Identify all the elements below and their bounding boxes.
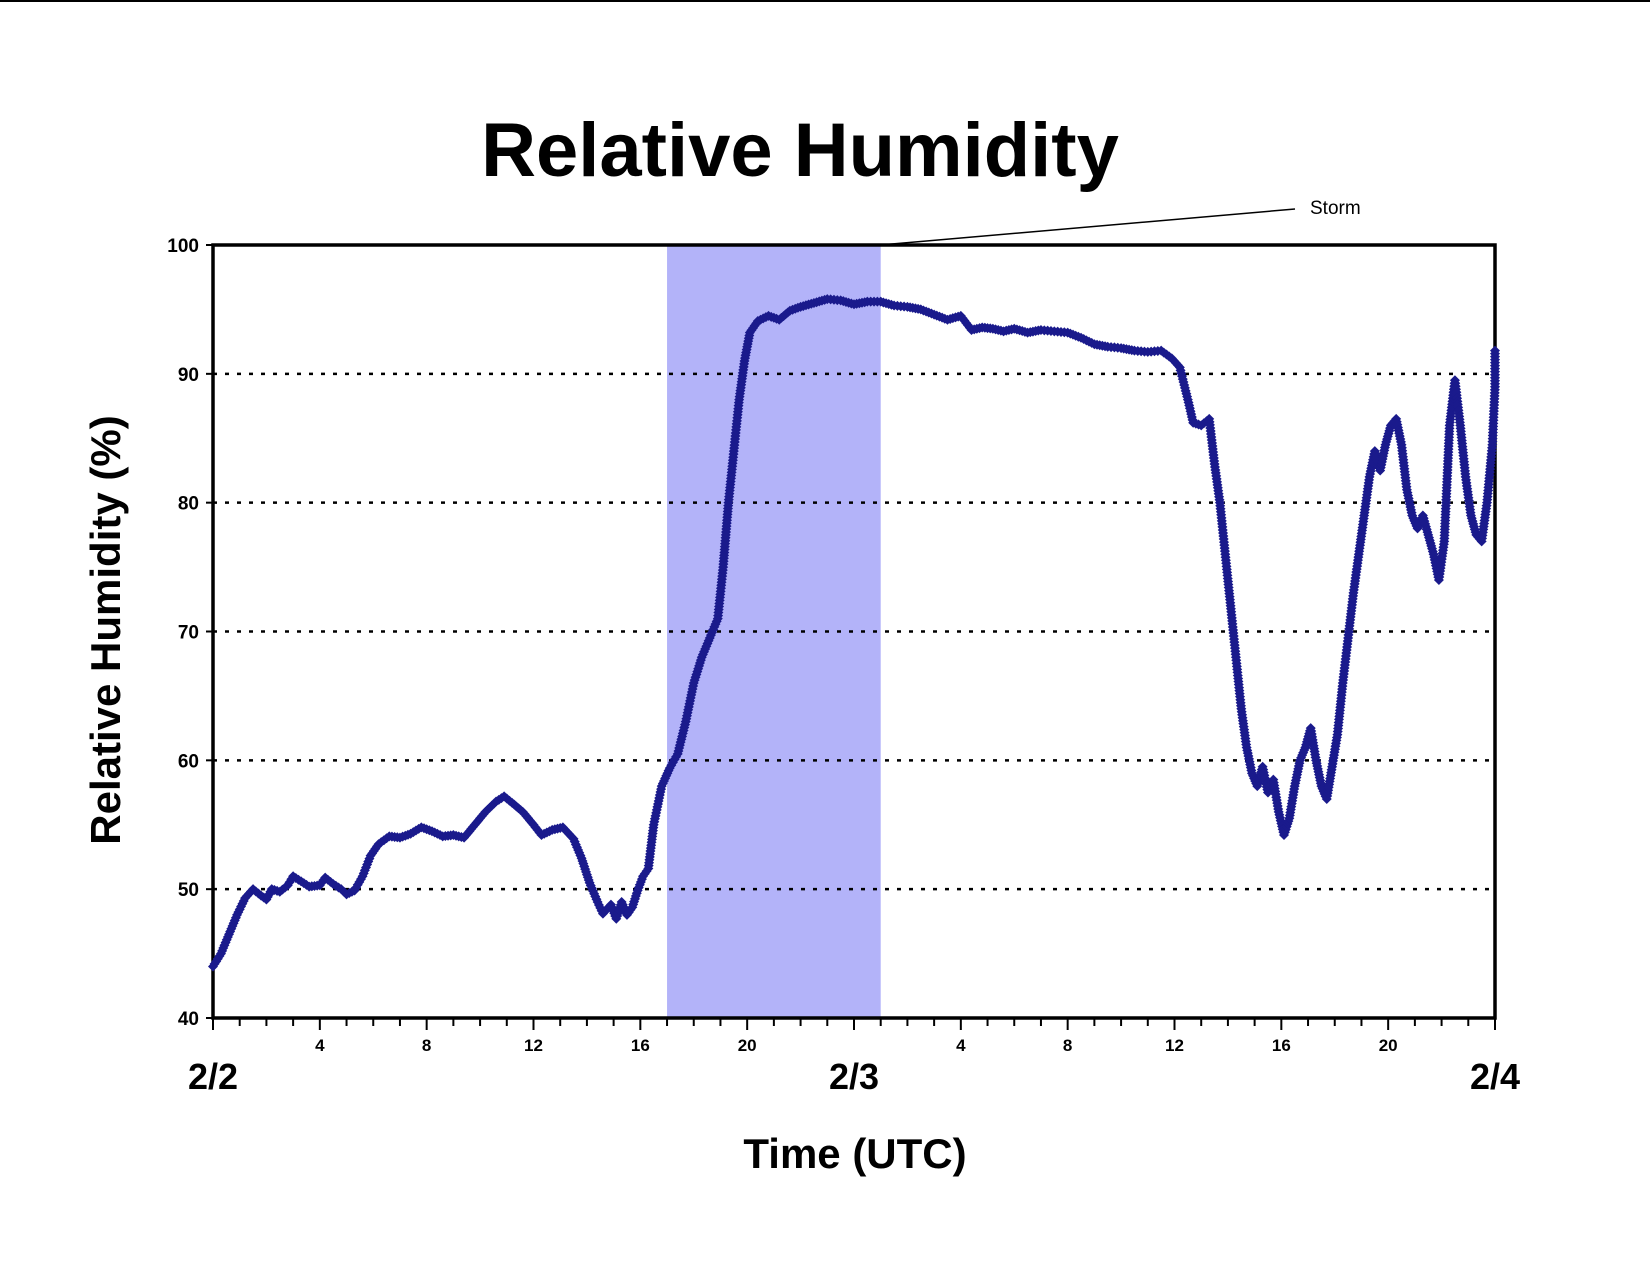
data-points xyxy=(208,294,1500,972)
top-border-line xyxy=(0,0,1650,2)
y-tick-label: 100 xyxy=(167,236,199,257)
storm-shaded-region xyxy=(667,245,881,1018)
y-tick-label: 70 xyxy=(178,623,199,644)
x-axis-label: Time (UTC) xyxy=(743,1130,966,1177)
y-axis-label: Relative Humidity (%) xyxy=(82,415,129,844)
x-tick-label: 12 xyxy=(1165,1036,1184,1055)
y-tick-label: 40 xyxy=(178,1009,199,1030)
data-point xyxy=(1490,345,1500,356)
storm-annotation: Storm xyxy=(880,198,1361,246)
x-tick-label: 20 xyxy=(738,1036,757,1055)
day-label: 2/4 xyxy=(1470,1056,1520,1097)
x-tick-label: 12 xyxy=(524,1036,543,1055)
x-tick-label: 20 xyxy=(1379,1036,1398,1055)
y-tick-label: 60 xyxy=(178,751,199,772)
y-tick-label: 80 xyxy=(178,494,199,515)
gridlines xyxy=(213,372,1495,891)
x-tick-label: 16 xyxy=(631,1036,650,1055)
x-tick-label: 4 xyxy=(315,1036,325,1055)
storm-annotation-leader-line xyxy=(880,208,1296,246)
x-tick-label: 16 xyxy=(1272,1036,1291,1055)
y-tick-label: 90 xyxy=(178,365,199,386)
x-tick-label: 8 xyxy=(422,1036,431,1055)
chart-title: Relative Humidity xyxy=(481,108,1119,193)
storm-annotation-label: Storm xyxy=(1310,198,1361,219)
day-label: 2/3 xyxy=(829,1056,879,1097)
x-tick-label: 4 xyxy=(956,1036,966,1055)
y-tick-label: 50 xyxy=(178,880,199,901)
axis-ticks: 40 50 60 70 80 90 100 4 8 12 16 20 4 8 12 16 20 2/2 2/3 2/4 xyxy=(167,236,1520,1097)
storm-band xyxy=(667,245,881,1018)
x-tick-label: 8 xyxy=(1063,1036,1072,1055)
day-label: 2/2 xyxy=(188,1056,238,1097)
